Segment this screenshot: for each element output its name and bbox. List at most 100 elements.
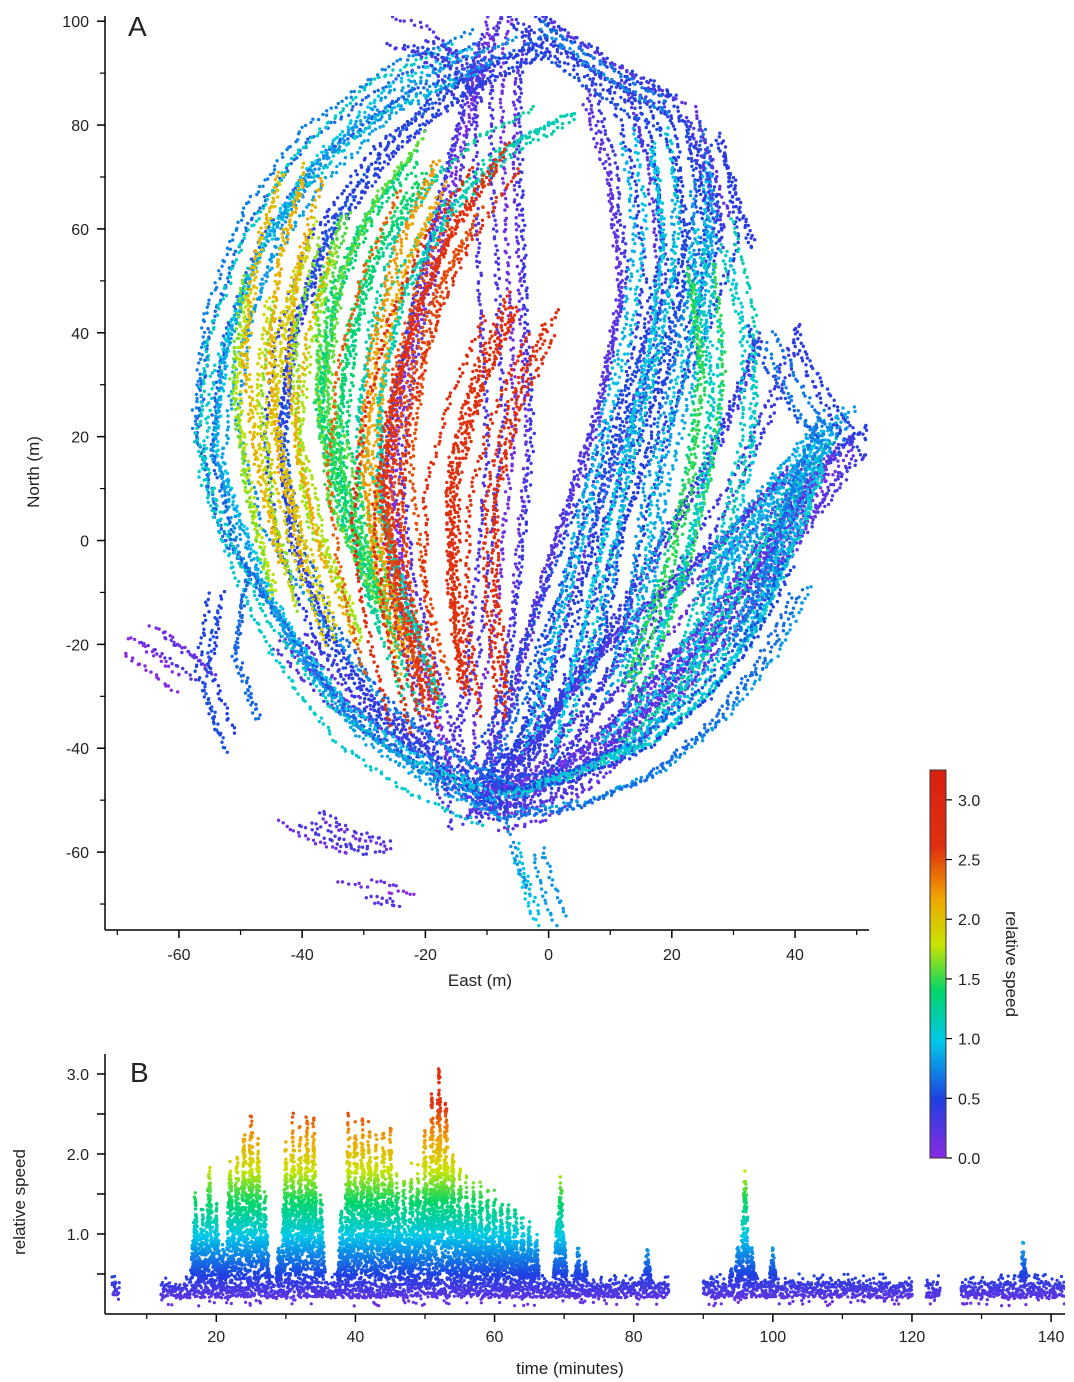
- track-point: [645, 455, 649, 459]
- track-point: [746, 513, 750, 517]
- track-point: [661, 663, 666, 667]
- track-point: [838, 453, 842, 457]
- track-point: [455, 717, 460, 721]
- track-point: [586, 96, 590, 101]
- track-point: [699, 263, 703, 267]
- track-point: [647, 192, 651, 196]
- track-point: [642, 351, 646, 355]
- track-point: [592, 669, 596, 673]
- track-point: [557, 615, 561, 619]
- track-point: [512, 3, 515, 6]
- track-point: [607, 344, 611, 348]
- track-point: [627, 115, 631, 119]
- track-point: [522, 763, 526, 768]
- track-point: [618, 416, 622, 421]
- track-point: [655, 441, 660, 446]
- track-point: [517, 292, 522, 296]
- track-point: [499, 397, 503, 402]
- track-point: [673, 310, 677, 314]
- track-point: [490, 753, 495, 757]
- track-point: [673, 127, 677, 131]
- track-point: [538, 760, 542, 765]
- track-point: [445, 710, 449, 714]
- track-point: [609, 604, 613, 609]
- track-point: [503, 249, 507, 253]
- track-point: [476, 250, 481, 255]
- track-point: [498, 302, 502, 307]
- track-point: [644, 280, 649, 284]
- track-point: [516, 157, 520, 161]
- track-point: [580, 459, 584, 464]
- track-point: [643, 322, 647, 326]
- track-point: [653, 217, 657, 221]
- track-point: [610, 217, 614, 222]
- track-point: [523, 652, 527, 656]
- track-point: [661, 582, 666, 586]
- track-point: [625, 378, 630, 382]
- track-point: [506, 658, 510, 663]
- track-point: [471, 158, 476, 162]
- track-point: [481, 673, 486, 677]
- track-point: [583, 560, 588, 565]
- track-point: [699, 206, 703, 210]
- track-point: [489, 749, 494, 753]
- track-point: [620, 285, 624, 290]
- track-point: [645, 601, 650, 605]
- track-point: [709, 143, 713, 147]
- track-point: [584, 450, 589, 455]
- track-point: [499, 16, 503, 19]
- track-point: [577, 616, 581, 620]
- track-point: [523, 243, 527, 248]
- track-point: [635, 213, 639, 217]
- track-point: [697, 163, 702, 168]
- track-point: [476, 162, 480, 166]
- track-point: [511, 338, 515, 342]
- track-point: [595, 538, 600, 543]
- track-point: [704, 549, 709, 553]
- track-point: [506, 746, 510, 751]
- track-point: [687, 127, 691, 132]
- track-point: [571, 493, 575, 497]
- track-point: [522, 256, 527, 260]
- track-point: [522, 647, 526, 652]
- track-point: [723, 281, 728, 285]
- track-point: [448, 755, 452, 760]
- track-point: [571, 598, 575, 603]
- track-point: [672, 156, 676, 160]
- track-point: [642, 325, 647, 330]
- track-point: [616, 186, 620, 190]
- track-point: [514, 674, 518, 678]
- track-point: [564, 637, 569, 641]
- track-point: [475, 557, 479, 562]
- track-point: [476, 578, 480, 583]
- track-point: [648, 286, 652, 290]
- track-point: [598, 415, 603, 419]
- track-point: [543, 652, 547, 657]
- track-point: [634, 482, 638, 486]
- track-point: [514, 601, 519, 606]
- track-point: [510, 18, 514, 22]
- track-point: [560, 541, 564, 545]
- track-point: [521, 379, 525, 384]
- track-point: [528, 440, 533, 444]
- track-point: [484, 467, 488, 471]
- track-point: [658, 668, 662, 673]
- track-point: [519, 580, 523, 584]
- track-point: [603, 389, 607, 393]
- track-point: [483, 741, 488, 746]
- track-point: [491, 68, 495, 73]
- track-point: [697, 248, 701, 252]
- track-point: [472, 756, 476, 761]
- track-point: [619, 132, 623, 136]
- track-point: [598, 419, 602, 423]
- track-point: [605, 670, 609, 674]
- track-point: [543, 628, 547, 633]
- track-point: [573, 682, 577, 686]
- track-point: [598, 157, 602, 161]
- track-point: [621, 231, 625, 235]
- track-point: [518, 738, 522, 742]
- track-point: [511, 407, 516, 411]
- track-point: [557, 688, 562, 692]
- track-point: [475, 265, 480, 269]
- track-point: [603, 166, 607, 171]
